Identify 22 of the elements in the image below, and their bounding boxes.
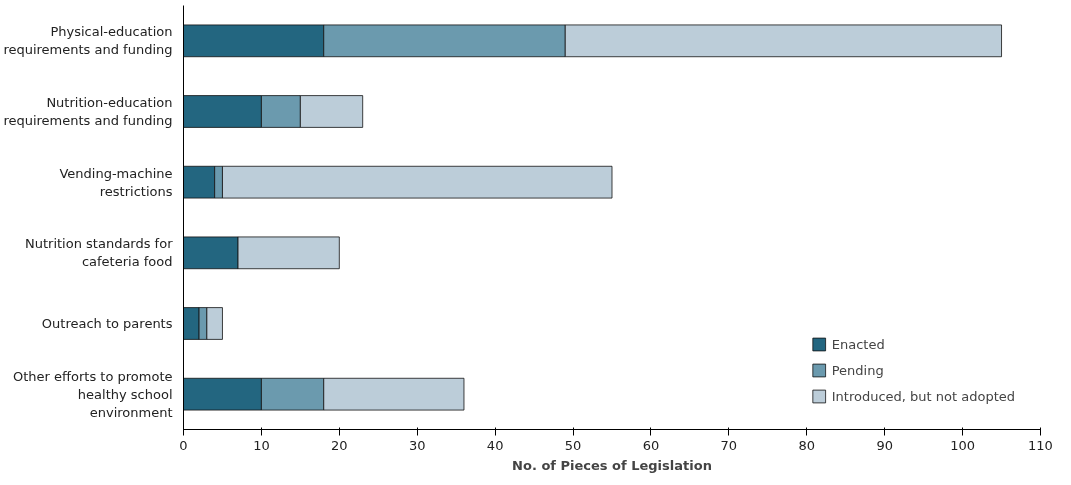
y-tick-label: Outreach to parents [41,316,173,331]
y-tick-label: Other efforts to promote healthy school environment [13,368,173,420]
x-tick-label: 40 [486,437,504,453]
legend-label: Introduced, but not adopted [831,388,1015,404]
x-tick-label: 70 [720,437,738,453]
x-axis-title: No. of Pieces of Legislation [512,457,712,473]
x-tick-label: 110 [1028,437,1053,453]
y-tick-label: Vending-machine restrictions [59,165,173,199]
x-tick-label: 60 [642,437,660,453]
x-tick-label: 100 [950,437,976,453]
x-tick-label: 90 [876,437,893,453]
legend-label: Pending [831,362,884,378]
x-tick-label: 20 [331,437,348,453]
x-tick-label: 80 [798,437,816,453]
x-tick-label: 0 [179,437,188,453]
x-tick-label: 30 [408,437,426,453]
legend-label: Enacted [831,336,885,352]
x-tick-label: 50 [564,437,582,453]
y-tick-label: Physical-education requirements and funding [3,24,173,58]
y-tick-label: Nutrition standards for cafeteria food [25,236,174,270]
y-tick-label: Nutrition-education requirements and funding [3,95,173,128]
x-tick-label: 10 [253,437,270,453]
